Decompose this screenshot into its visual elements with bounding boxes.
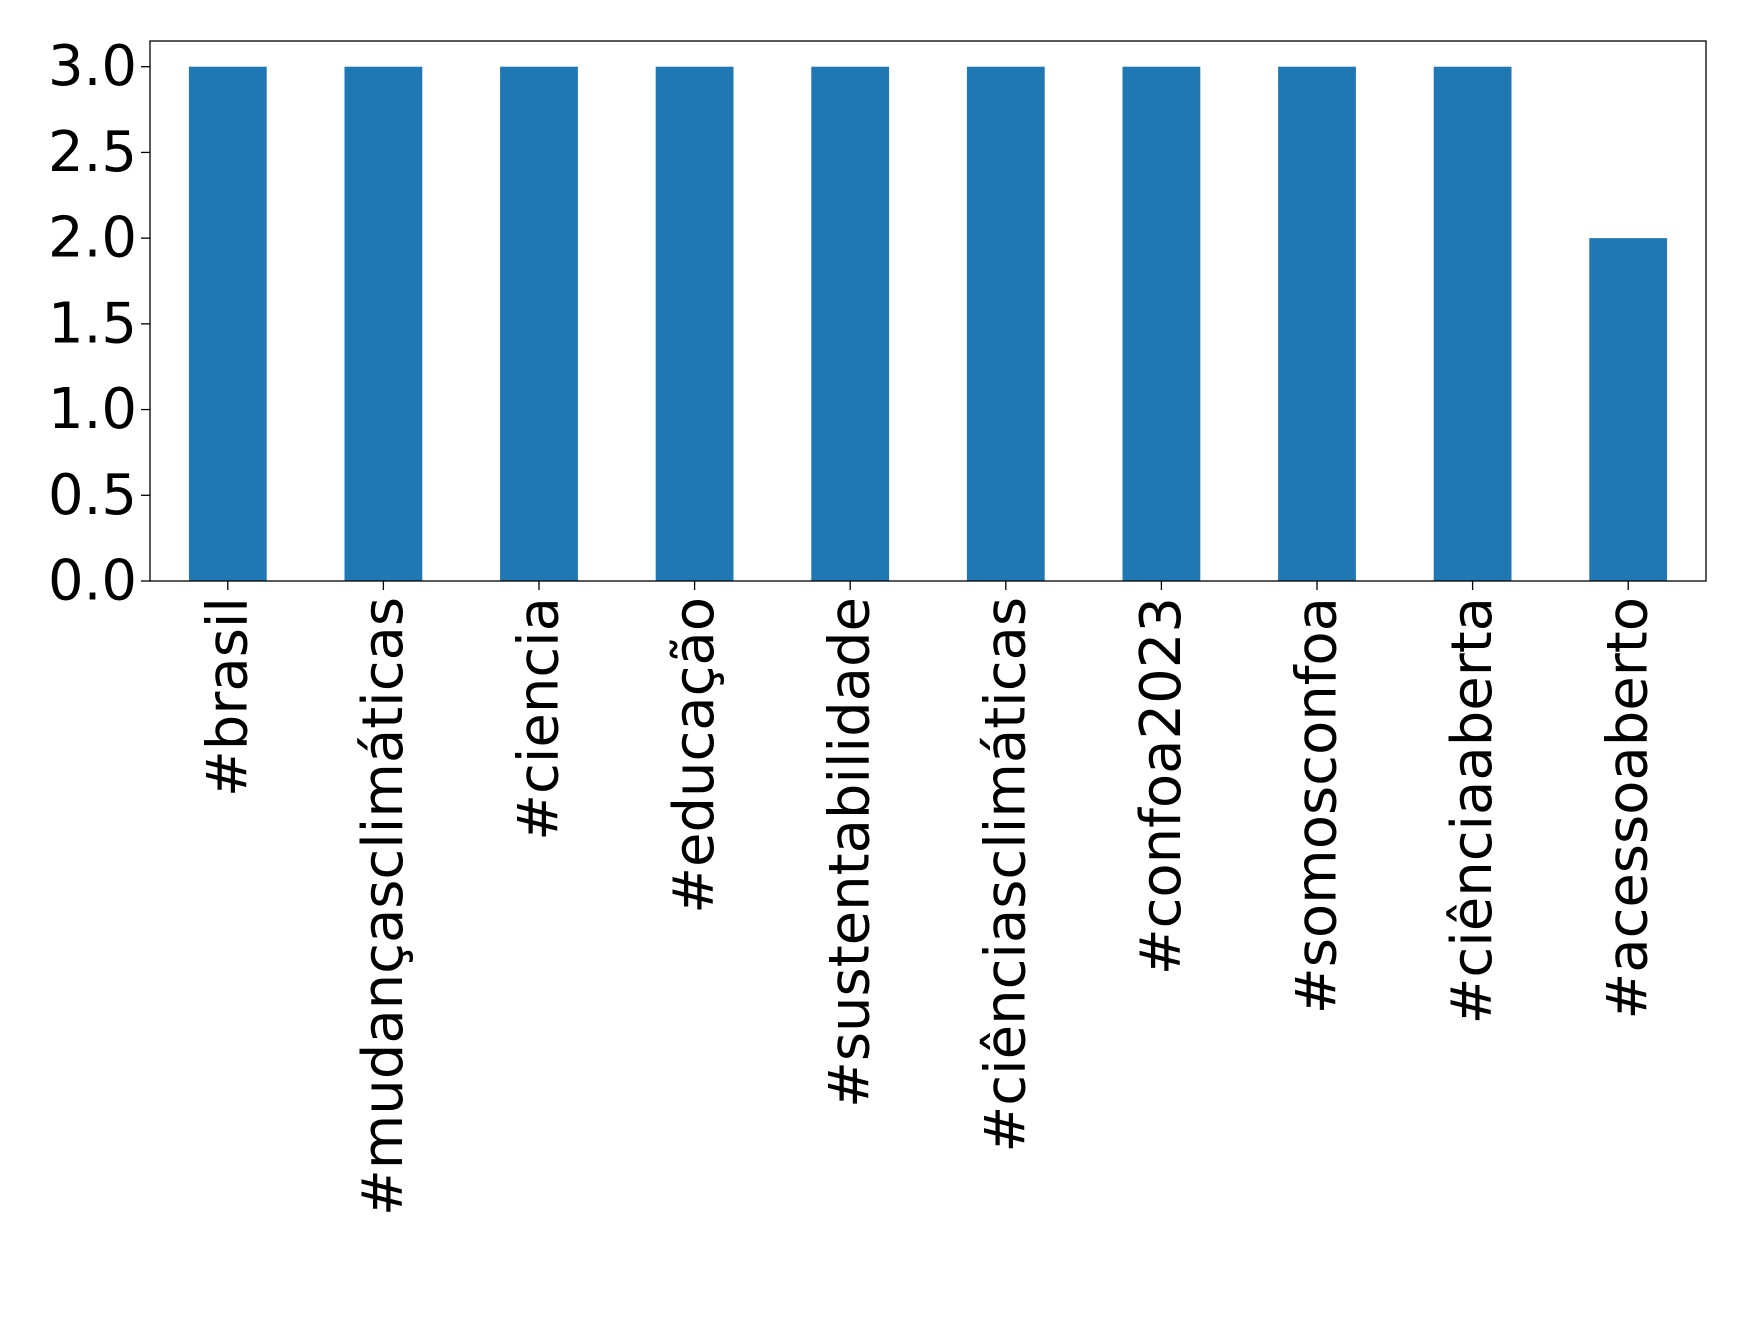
x-tick-label-8: #ciênciaaberta [1440,597,1505,1025]
x-tick-label-7: #somosconfoa [1285,597,1350,1014]
x-axis: #brasil #mudançasclimáticas #ciencia #educa… [195,581,1661,1216]
plot-frame [149,40,1707,582]
bars-group [188,66,1668,581]
x-tick-label-9: #acessoaberto [1596,597,1661,1020]
bar-6 [1122,66,1201,581]
x-tick-label-6: #confoa2023 [1129,597,1194,975]
y-tick-label-4: 2.0 [48,206,137,271]
y-tick-label-5: 2.5 [48,120,137,185]
bar-7 [1278,66,1356,581]
bar-1 [344,66,423,581]
bar-9 [1589,238,1668,581]
y-tick-label-2: 1.0 [48,377,137,442]
x-tick-label-0: #brasil [195,597,260,797]
x-tick-label-4: #sustentabilidade [818,597,883,1108]
y-tick-label-0: 0.0 [48,549,137,614]
bar-8 [1433,66,1512,581]
y-axis: 0.0 0.5 1.0 1.5 2.0 2.5 3.0 [48,34,150,614]
x-tick-label-1: #mudançasclimáticas [351,597,416,1216]
y-tick-label-1: 0.5 [48,463,137,528]
y-tick-label-6: 3.0 [48,34,137,99]
bar-4 [811,66,890,581]
y-tick-label-3: 1.5 [48,291,137,356]
x-tick-label-5: #ciênciasclimáticas [973,597,1038,1153]
x-tick-label-3: #educação [662,597,727,914]
bar-2 [500,66,578,581]
bar-0 [188,66,267,581]
x-tick-label-2: #ciencia [507,597,572,841]
bar-3 [655,66,734,581]
bar-5 [966,66,1045,581]
